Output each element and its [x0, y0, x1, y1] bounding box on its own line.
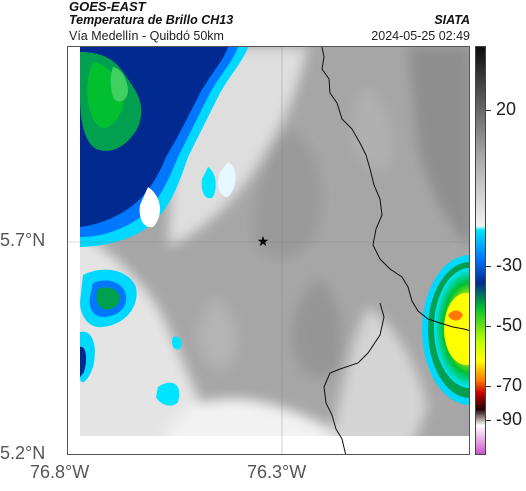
- colorbar-tick: [486, 386, 491, 387]
- route-subtitle: Vía Medellín - Quibdó 50km: [69, 29, 224, 43]
- map-left-margin: [68, 47, 80, 454]
- timestamp-label: 2024-05-25 02:49: [371, 29, 470, 43]
- colorbar-tick: [486, 266, 491, 267]
- colorbar-label: -90: [496, 409, 523, 429]
- colorbar: [475, 46, 486, 455]
- lon-tick-label: 76.8°W: [30, 462, 90, 482]
- colorbar-label: -30: [496, 255, 523, 275]
- colorbar-label: -70: [496, 375, 523, 395]
- colorbar-tick: [486, 420, 491, 421]
- brightness-temperature-map: ★: [68, 47, 469, 454]
- colorbar-tick: [486, 326, 491, 327]
- product-title: Temperatura de Brillo CH13: [69, 13, 234, 27]
- map-bottom-margin: [68, 436, 469, 454]
- lon-tick-label: 76.3°W: [247, 462, 307, 482]
- organization-label: SIATA: [434, 13, 470, 27]
- municipal-boundary: [323, 302, 385, 454]
- department-boundary: [321, 47, 469, 331]
- star-icon: ★: [257, 234, 270, 250]
- satellite-title: GOES-EAST: [69, 0, 146, 14]
- colorbar-tick: [486, 110, 491, 111]
- map-panel[interactable]: ★: [67, 46, 470, 455]
- cold-cloud-northwest: [80, 47, 248, 247]
- colorbar-label: -50: [496, 315, 523, 335]
- lat-tick-label: 5.2°N: [0, 443, 46, 463]
- cold-cloud-west-cells: [80, 269, 182, 406]
- colorbar-label: 20: [496, 99, 517, 119]
- lat-tick-label: 5.7°N: [0, 230, 46, 250]
- cold-cloud-east-cell: [422, 255, 469, 405]
